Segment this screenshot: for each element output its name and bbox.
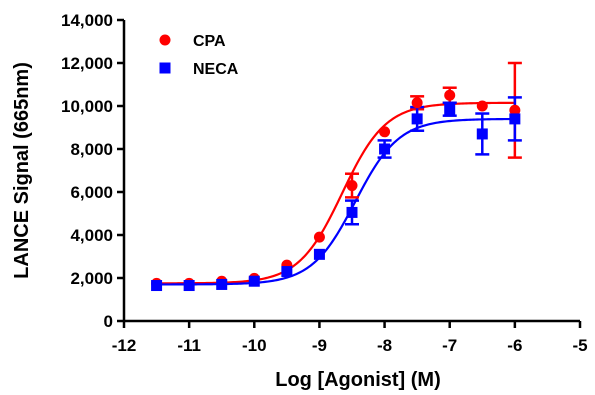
data-point — [314, 232, 325, 243]
x-tick-label: -12 — [112, 336, 137, 355]
data-point — [477, 101, 488, 112]
data-point — [379, 126, 390, 137]
x-tick-label: -8 — [377, 336, 392, 355]
data-point — [151, 280, 162, 291]
x-tick-label: -10 — [242, 336, 267, 355]
x-axis-ticks: -12 -11 -10 -9 -8 -7 -6 -5 — [112, 321, 588, 355]
data-point — [314, 249, 325, 260]
data-point — [281, 266, 292, 277]
legend-label: NECA — [193, 61, 239, 78]
data-point — [444, 104, 455, 115]
x-tick-label: -7 — [442, 336, 457, 355]
error-bars — [345, 63, 522, 224]
y-tick-label: 2,000 — [70, 269, 113, 288]
x-tick-label: -11 — [177, 336, 201, 355]
data-point — [412, 97, 423, 108]
y-tick-label: 4,000 — [70, 226, 113, 245]
legend-marker — [160, 63, 171, 74]
legend-label: CPA — [193, 33, 226, 50]
data-point — [184, 280, 195, 291]
y-axis-title: LANCE Signal (665nm) — [11, 62, 33, 279]
y-tick-label: 8,000 — [70, 140, 113, 159]
data-point — [444, 90, 455, 101]
legend: CPA NECA — [160, 33, 239, 78]
y-tick-label: 0 — [104, 312, 113, 331]
x-tick-label: -5 — [572, 336, 587, 355]
data-point — [347, 180, 358, 191]
y-tick-label: 12,000 — [61, 54, 113, 73]
fit-curve-1 — [157, 119, 515, 284]
x-tick-label: -6 — [507, 336, 522, 355]
data-point — [347, 207, 358, 218]
x-tick-label: -9 — [312, 336, 327, 355]
x-axis-title: Log [Agonist] (M) — [275, 369, 441, 391]
fit-curve-0 — [157, 103, 515, 284]
legend-marker — [160, 35, 171, 46]
y-axis-ticks: 0 2,000 4,000 6,000 8,000 10,000 12,000 14,000 — [61, 11, 124, 331]
fit-curves — [157, 103, 515, 285]
y-tick-label: 6,000 — [70, 183, 113, 202]
data-point — [509, 113, 520, 124]
data-point — [216, 279, 227, 290]
y-tick-label: 14,000 — [61, 11, 113, 30]
data-point — [412, 113, 423, 124]
y-tick-label: 10,000 — [61, 97, 113, 116]
data-point — [249, 276, 260, 287]
data-point — [477, 128, 488, 139]
data-point — [379, 144, 390, 155]
